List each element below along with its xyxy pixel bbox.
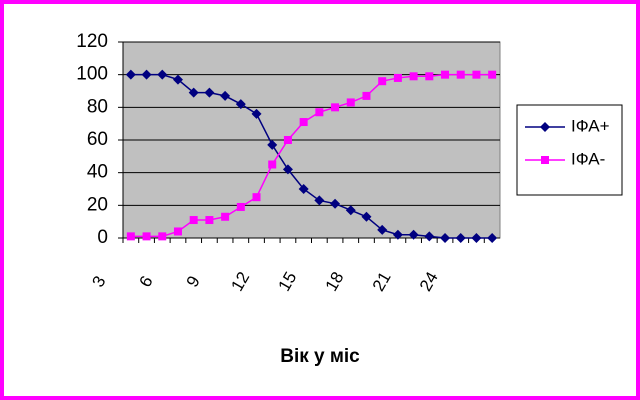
- legend-marker: [540, 122, 550, 132]
- point: [252, 193, 261, 202]
- point: [345, 205, 356, 216]
- y-tick-label: 100: [76, 64, 108, 85]
- point: [472, 70, 481, 79]
- point: [157, 69, 168, 80]
- point: [361, 211, 372, 222]
- point: [455, 233, 466, 243]
- y-tick-label: 20: [87, 194, 108, 215]
- point: [268, 160, 277, 169]
- point: [315, 108, 324, 117]
- y-tick-label: 120: [76, 31, 108, 52]
- point: [205, 216, 214, 225]
- point: [456, 70, 465, 79]
- point: [409, 72, 418, 81]
- point: [126, 232, 135, 241]
- point: [283, 136, 292, 144]
- legend-marker: [541, 156, 549, 164]
- point: [441, 70, 450, 79]
- point: [393, 73, 402, 82]
- point: [378, 77, 387, 86]
- legend: [516, 104, 623, 196]
- point: [142, 232, 151, 241]
- point: [362, 91, 371, 100]
- point: [487, 233, 498, 243]
- point: [471, 233, 482, 243]
- point: [408, 229, 419, 240]
- point: [235, 99, 246, 110]
- legend-label: ІФА-: [571, 149, 605, 168]
- point: [377, 224, 388, 235]
- point: [125, 69, 136, 80]
- y-tick-label: 80: [87, 96, 108, 117]
- point: [440, 233, 451, 243]
- point: [141, 69, 152, 80]
- point: [282, 164, 293, 175]
- y-tick-label: 0: [97, 227, 108, 248]
- point: [189, 216, 198, 225]
- point: [314, 195, 325, 206]
- legend-label: ІФА+: [571, 116, 610, 135]
- point: [267, 139, 278, 150]
- point: [330, 198, 341, 209]
- x-axis-label: Вік у міс: [280, 346, 360, 367]
- point: [172, 74, 183, 85]
- point: [204, 87, 215, 98]
- point: [251, 108, 262, 119]
- point: [392, 229, 403, 240]
- point: [346, 98, 355, 107]
- point: [236, 202, 245, 211]
- point: [158, 232, 167, 241]
- point: [424, 231, 435, 242]
- point: [221, 212, 230, 221]
- point: [331, 103, 340, 112]
- y-tick-label: 60: [87, 129, 108, 150]
- point: [188, 87, 199, 98]
- point: [173, 227, 182, 236]
- point: [299, 118, 308, 127]
- point: [298, 184, 309, 194]
- y-tick-label: 40: [87, 162, 108, 183]
- point: [425, 72, 434, 81]
- point: [220, 90, 231, 101]
- point: [488, 70, 497, 79]
